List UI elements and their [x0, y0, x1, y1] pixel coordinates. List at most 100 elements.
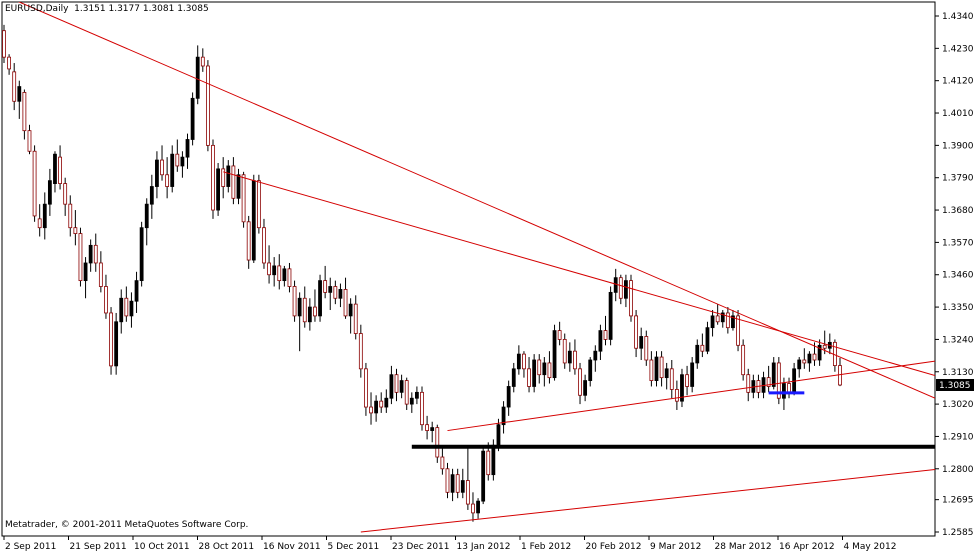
trendline	[360, 468, 935, 533]
y-tick-label: 1.3460	[942, 271, 974, 281]
y-tick-label: 1.3350	[942, 303, 974, 313]
copyright-label: Metatrader, © 2001-2011 MetaQuotes Softw…	[5, 520, 249, 530]
candle-bull	[318, 280, 322, 317]
candle-bear	[2, 30, 6, 58]
candle-bull	[588, 359, 593, 381]
chart-header: EURUSD,Daily 1.3151 1.3177 1.3081 1.3085	[5, 4, 209, 14]
candle-bull	[710, 315, 715, 329]
candle-bull	[328, 286, 333, 293]
candle-bear	[7, 56, 11, 70]
candle-bull	[481, 450, 486, 502]
candle-bear	[394, 374, 399, 393]
candle-bear	[603, 330, 608, 340]
x-tick-label: 28 Mar 2012	[715, 542, 772, 552]
candle-bull	[496, 424, 501, 446]
x-tick-label: 16 Nov 2011	[263, 542, 321, 552]
candle-bull	[516, 353, 521, 370]
candle-bear	[37, 218, 42, 229]
candle-bull	[817, 344, 822, 361]
y-tick-label: 1.4340	[942, 12, 974, 22]
x-tick-label: 21 Sep 2011	[70, 542, 127, 552]
candle-bear	[822, 344, 827, 349]
x-tick-label: 1 Feb 2012	[521, 542, 571, 552]
candle-bear	[746, 374, 751, 393]
candle-bull	[460, 480, 465, 493]
candle-bear	[32, 150, 37, 217]
candle-bull	[282, 268, 287, 282]
candle-bear	[323, 280, 328, 293]
price-label-text: 1.3085	[939, 381, 971, 391]
candle-bear	[649, 359, 654, 381]
candle-bull	[771, 362, 776, 387]
y-tick-label: 1.2585	[942, 528, 974, 538]
trendline	[447, 360, 935, 432]
candle-bear	[674, 389, 679, 402]
candle-bull	[415, 391, 419, 399]
candle-bear	[358, 333, 363, 370]
candle-bear	[68, 203, 73, 229]
candle-bull	[338, 289, 343, 299]
candle-bull	[42, 203, 47, 229]
y-tick-label: 1.4010	[942, 109, 974, 119]
candle-bull	[797, 359, 802, 370]
candle-bear	[292, 286, 297, 317]
y-tick-label: 1.3790	[942, 174, 974, 184]
trendline	[223, 171, 935, 376]
ohlc-label: 1.3151 1.3177 1.3081 1.3085	[74, 4, 209, 14]
candle-bull	[170, 153, 175, 187]
candle-bear	[211, 144, 215, 211]
candle-bear	[455, 474, 460, 493]
candle-bull	[149, 186, 154, 205]
candle-bear	[527, 368, 531, 387]
candle-bull	[613, 277, 618, 293]
candle-bear	[557, 330, 562, 340]
y-tick-label: 1.2695	[942, 496, 974, 506]
candle-bear	[231, 165, 236, 199]
candle-bull	[272, 265, 277, 276]
candle-bear	[124, 297, 129, 317]
candle-bear	[246, 221, 251, 261]
candle-bull	[705, 327, 710, 352]
candle-bull	[450, 474, 455, 493]
candle-bear	[175, 153, 180, 167]
x-tick-label: 2 Sep 2011	[5, 542, 56, 552]
candle-bull	[639, 336, 644, 349]
y-tick-label: 1.2910	[942, 432, 974, 442]
candle-bull	[17, 86, 22, 102]
candle-bull	[654, 356, 659, 381]
candle-bull	[384, 397, 389, 408]
candle-bear	[404, 380, 409, 405]
candle-bear	[425, 424, 429, 431]
candle-bear	[221, 168, 226, 187]
y-tick-label: 1.3240	[942, 335, 974, 345]
candle-bear	[262, 227, 266, 264]
candle-bear	[98, 262, 103, 287]
candle-bull	[542, 362, 547, 376]
candle-bull	[114, 321, 119, 367]
candle-bear	[440, 456, 445, 470]
candle-bear	[812, 353, 817, 361]
candle-bear	[420, 391, 424, 426]
candle-bear	[109, 312, 113, 367]
candle-bear	[471, 503, 475, 514]
candle-bull	[593, 350, 598, 361]
x-tick-label: 20 Feb 2012	[586, 542, 642, 552]
candle-bear	[802, 359, 807, 364]
candle-bear	[644, 336, 649, 361]
candle-bull	[399, 380, 404, 393]
candle-bear	[715, 315, 720, 323]
y-tick-label: 1.4230	[942, 44, 974, 54]
candle-bull	[134, 280, 139, 302]
candle-bear	[27, 130, 32, 152]
candle-bull	[47, 180, 52, 205]
candle-bear	[287, 268, 292, 287]
candle-bull	[226, 165, 231, 187]
candle-bear	[573, 350, 577, 370]
candle-bull	[139, 227, 144, 282]
candle-bear	[578, 368, 582, 396]
candle-bull	[511, 368, 516, 387]
candle-bear	[343, 289, 348, 317]
candle-bear	[78, 233, 83, 282]
